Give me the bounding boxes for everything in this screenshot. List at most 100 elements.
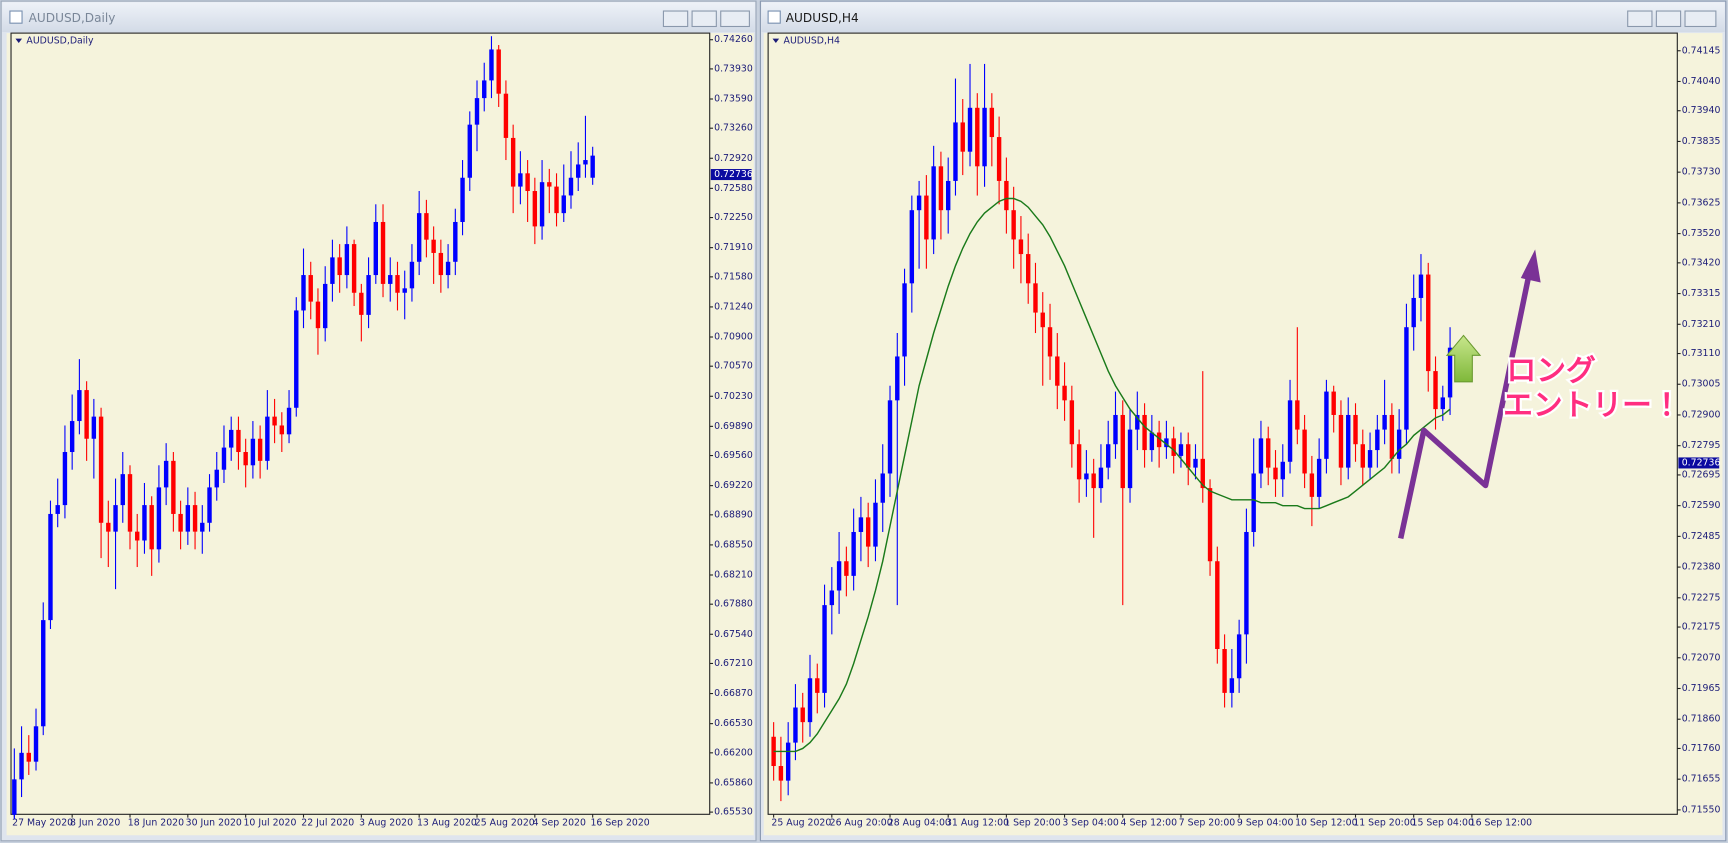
candle-body: [1360, 444, 1365, 468]
candle-body: [149, 505, 154, 550]
moving-average: [773, 197, 1451, 753]
y-tick-label: 0.65860: [714, 777, 753, 788]
y-tick-label: 0.68550: [714, 539, 753, 550]
candle-body: [793, 707, 798, 743]
window-buttons[interactable]: [1627, 10, 1717, 28]
candle-body: [982, 107, 987, 167]
candle-body: [279, 425, 285, 435]
x-tick-label: 3 Aug 2020: [359, 818, 413, 829]
candle-body: [127, 474, 133, 532]
maximize-button[interactable]: [1655, 10, 1682, 28]
y-tick-label: 0.73940: [1682, 105, 1721, 116]
plot-border: [767, 32, 1678, 815]
candle-body: [236, 429, 241, 453]
close-button[interactable]: [1684, 10, 1717, 28]
candle-body: [815, 678, 820, 693]
candle-body: [19, 752, 24, 780]
candle-body: [989, 107, 995, 138]
window-buttons[interactable]: [662, 10, 750, 28]
candle-body: [851, 531, 856, 576]
window-icon: [9, 10, 23, 24]
candle-body: [1222, 649, 1227, 693]
x-tick-label: 22 Jul 2020: [301, 818, 354, 829]
candle-body: [26, 752, 31, 762]
candle-body: [431, 239, 436, 253]
candle-body: [1186, 444, 1191, 468]
y-tick-label: 0.72250: [714, 212, 753, 223]
close-button[interactable]: [720, 10, 750, 28]
candle-body: [178, 513, 183, 532]
candle-body: [1084, 473, 1089, 480]
y-tick-label: 0.68210: [714, 569, 753, 580]
y-tick-label: 0.73835: [1682, 136, 1721, 147]
candle-body: [1236, 634, 1242, 679]
y-tick-label: 0.66870: [714, 688, 753, 699]
current-price-label: 0.72736: [714, 169, 753, 180]
minimize-button[interactable]: [1627, 10, 1653, 28]
candle-body: [409, 261, 415, 289]
candle-body: [438, 252, 444, 276]
candle-body: [1382, 414, 1387, 430]
x-tick-label: 18 Jun 2020: [128, 818, 184, 829]
y-tick-label: 0.69220: [714, 480, 753, 491]
candle-body: [1062, 385, 1067, 401]
y-tick-label: 0.69560: [714, 450, 753, 461]
candle-body: [1353, 414, 1358, 445]
candle-body: [909, 210, 915, 284]
candle-body: [1018, 239, 1024, 255]
minimize-button[interactable]: [662, 10, 689, 28]
candle-body: [214, 469, 219, 488]
maximize-button[interactable]: [691, 10, 717, 28]
y-tick-label: 0.72380: [1682, 562, 1721, 573]
candle-body: [250, 438, 256, 466]
y-tick-label: 0.71860: [1682, 714, 1721, 725]
candle-body: [330, 257, 335, 284]
candle-body: [286, 407, 292, 435]
candle-body: [1273, 467, 1278, 480]
candle-body: [301, 275, 306, 311]
candle-body: [873, 502, 878, 547]
x-tick-label: 30 Jun 2020: [186, 818, 242, 829]
candle-body: [1375, 429, 1380, 451]
menu-arrow[interactable]: [15, 38, 23, 44]
candle-body: [200, 522, 205, 532]
y-tick-label: 0.69890: [714, 421, 753, 432]
x-tick-label: 4 Sep 12:00: [1121, 818, 1178, 829]
y-tick-label: 0.73005: [1682, 379, 1721, 390]
candle-body: [351, 244, 357, 293]
candle-body: [402, 288, 407, 293]
candle-body: [576, 164, 581, 178]
y-tick-label: 0.70230: [714, 391, 753, 402]
candle-body: [163, 460, 169, 488]
y-tick-label: 0.73625: [1682, 197, 1721, 208]
candle-body: [445, 261, 451, 276]
candle-body: [931, 166, 936, 240]
x-tick-label: 1 Sep 20:00: [1004, 818, 1061, 829]
candle-body: [1346, 414, 1351, 468]
candle-body: [1033, 283, 1038, 313]
candle-body: [84, 390, 89, 439]
candle-body: [895, 356, 900, 401]
candle-body: [1302, 429, 1307, 474]
candle-body: [1069, 400, 1075, 445]
candle-body: [1426, 274, 1431, 372]
candle-body: [1266, 438, 1271, 468]
candle-body: [489, 49, 494, 81]
y-tick-label: 0.65530: [714, 807, 753, 818]
y-tick-label: 0.73730: [1682, 167, 1721, 178]
candle-body: [785, 742, 791, 781]
candle-body: [924, 195, 929, 240]
candle-body: [1331, 391, 1336, 415]
y-tick-label: 0.72590: [1682, 500, 1721, 511]
candle-body: [561, 195, 566, 214]
candle-body: [337, 257, 342, 276]
menu-arrow[interactable]: [772, 38, 780, 44]
candle-body: [460, 177, 465, 222]
candle-body: [916, 195, 922, 211]
candle-body: [865, 517, 871, 547]
candle-body: [106, 522, 111, 532]
x-tick-label: 27 May 2020: [12, 818, 73, 829]
candle-body: [1091, 473, 1096, 489]
candle-body: [322, 283, 328, 329]
